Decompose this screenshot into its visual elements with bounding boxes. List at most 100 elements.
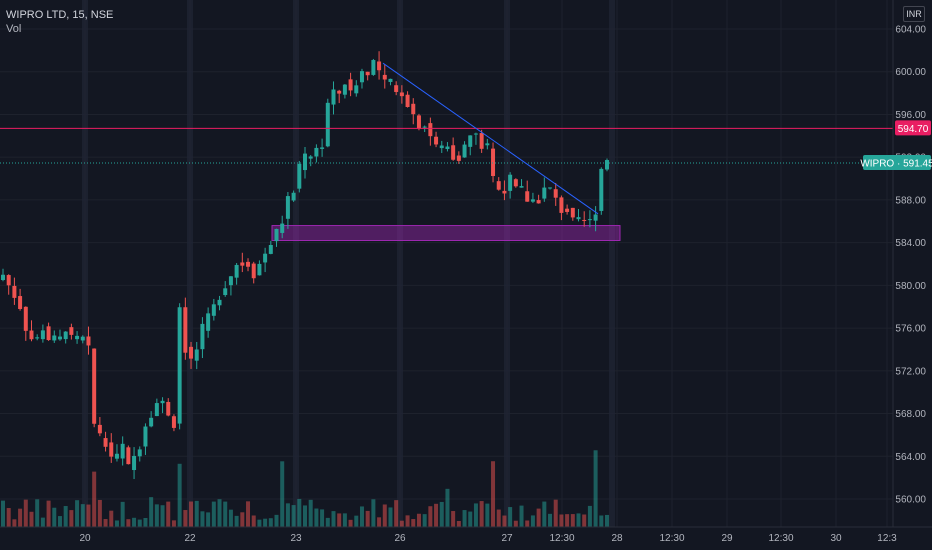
candle-body bbox=[434, 136, 439, 145]
current-price-label: WIPRO · 591.45 bbox=[860, 159, 932, 170]
candle-body bbox=[211, 304, 216, 316]
candle-body bbox=[126, 447, 131, 465]
candle-body bbox=[530, 199, 535, 202]
candle-body bbox=[132, 455, 137, 471]
price-tick-label: 564.00 bbox=[895, 452, 926, 463]
time-tick-label: 29 bbox=[721, 533, 733, 544]
candle-body bbox=[491, 148, 496, 177]
candle-body bbox=[103, 438, 108, 447]
candle-body bbox=[445, 146, 450, 150]
candle-body bbox=[69, 327, 74, 335]
price-axis[interactable]: 604.00600.00596.00592.00588.00584.00580.… bbox=[860, 0, 932, 527]
volume-bar bbox=[69, 510, 74, 527]
candle-body bbox=[46, 326, 51, 341]
volume-bars bbox=[1, 450, 609, 527]
candle-body bbox=[143, 426, 148, 447]
volume-bar bbox=[525, 520, 530, 527]
volume-bar bbox=[342, 513, 347, 527]
volume-bar bbox=[92, 471, 97, 527]
volume-bar bbox=[508, 507, 513, 527]
candle-body bbox=[428, 123, 433, 137]
price-tick-label: 604.00 bbox=[895, 25, 926, 36]
resistance-label: 594.70 bbox=[898, 124, 929, 135]
candle-body bbox=[18, 296, 23, 309]
volume-bar bbox=[582, 514, 587, 527]
candle-body bbox=[508, 174, 513, 191]
volume-bar bbox=[485, 503, 490, 527]
volume-bar bbox=[194, 500, 199, 527]
candle-body bbox=[576, 217, 581, 220]
volume-bar bbox=[473, 503, 478, 527]
volume-bar bbox=[75, 500, 80, 527]
volume-bar bbox=[439, 501, 444, 527]
volume-bar bbox=[183, 510, 188, 527]
volume-bar bbox=[217, 499, 222, 527]
volume-bar bbox=[228, 509, 233, 527]
volume-bar bbox=[280, 461, 285, 527]
time-tick-label: 26 bbox=[394, 533, 406, 544]
time-tick-label: 23 bbox=[290, 533, 302, 544]
time-tick-label: 12:30 bbox=[659, 533, 684, 544]
volume-bar bbox=[593, 450, 598, 527]
volume-bar bbox=[1, 500, 5, 527]
symbol-title[interactable]: WIPRO LTD, 15, NSE bbox=[6, 9, 114, 21]
candle-body bbox=[496, 181, 501, 190]
volume-bar bbox=[479, 501, 484, 527]
support-zone bbox=[271, 225, 621, 242]
volume-bar bbox=[109, 510, 114, 527]
time-axis[interactable]: 20 22 23 26 27 12:30 28 12:30 29 12:30 30 12:3 bbox=[0, 526, 932, 544]
candle-body bbox=[263, 253, 268, 263]
candles bbox=[1, 51, 609, 480]
volume-bar bbox=[428, 506, 433, 527]
current-price-label-bg bbox=[863, 155, 931, 171]
volume-bar bbox=[46, 500, 51, 527]
time-tick-label: 12:30 bbox=[768, 533, 793, 544]
volume-label[interactable]: Vol bbox=[6, 23, 22, 35]
volume-bar bbox=[240, 512, 245, 527]
volume-bar bbox=[542, 501, 547, 527]
candle-body bbox=[570, 207, 575, 218]
volume-bar bbox=[257, 519, 262, 527]
time-tick-label: 12:30 bbox=[549, 533, 574, 544]
price-tick-label: 588.00 bbox=[895, 195, 926, 206]
trendline bbox=[382, 62, 599, 215]
volume-bar bbox=[559, 514, 564, 527]
candle-body bbox=[416, 115, 421, 129]
candle-body bbox=[114, 453, 119, 459]
volume-bar bbox=[530, 515, 535, 527]
candle-body bbox=[149, 417, 154, 427]
price-tick-label: 584.00 bbox=[895, 238, 926, 249]
volume-bar bbox=[23, 499, 28, 527]
volume-bar bbox=[52, 507, 57, 527]
candle-body bbox=[485, 143, 490, 146]
volume-bar bbox=[388, 507, 393, 527]
volume-bar bbox=[416, 513, 421, 527]
candle-body bbox=[23, 306, 28, 331]
time-tick-label: 20 bbox=[79, 533, 91, 544]
candle-body bbox=[451, 145, 456, 160]
candle-body bbox=[154, 403, 159, 417]
volume-bar bbox=[154, 504, 159, 527]
time-tick-label: 12:3 bbox=[877, 533, 897, 544]
candle-body bbox=[29, 330, 34, 340]
descending-trendline bbox=[382, 62, 599, 215]
volume-bar bbox=[114, 520, 119, 527]
volume-bar bbox=[337, 513, 342, 527]
candle-body bbox=[519, 186, 524, 188]
volume-bar bbox=[587, 505, 592, 527]
volume-bar bbox=[251, 515, 256, 527]
chart-legend: WIPRO LTD, 15, NSE Vol bbox=[6, 8, 113, 36]
candle-body bbox=[280, 223, 285, 233]
currency-badge[interactable]: INR bbox=[903, 6, 925, 22]
candle-body bbox=[171, 416, 176, 428]
candle-body bbox=[166, 401, 171, 416]
candle-body bbox=[320, 147, 325, 149]
price-tick-label: 580.00 bbox=[895, 281, 926, 292]
time-tick-label: 30 bbox=[830, 533, 842, 544]
day-break bbox=[82, 0, 88, 527]
volume-bar bbox=[189, 501, 194, 527]
horizontal-lines bbox=[0, 127, 893, 164]
volume-bar bbox=[359, 506, 364, 527]
volume-bar bbox=[451, 511, 456, 527]
